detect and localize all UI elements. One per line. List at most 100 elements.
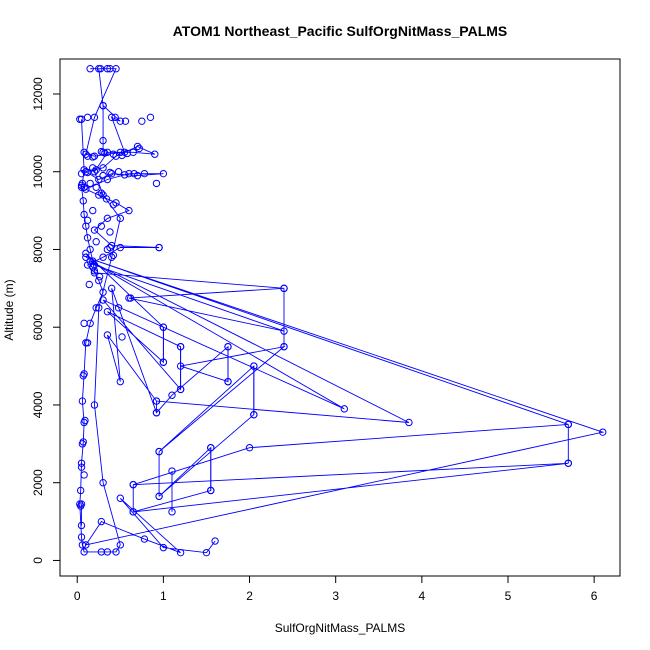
data-point [83,168,92,177]
data-point [129,480,137,489]
data-point [102,195,111,203]
data-point [77,533,86,541]
data-point [564,420,573,429]
data-point [103,331,112,339]
data-point [86,179,94,188]
data-point [95,175,103,184]
data-point [80,471,88,479]
data-point [85,280,93,289]
data-point [96,65,105,73]
data-point [125,169,133,178]
x-tick-label: 3 [332,589,339,603]
data-point [80,183,88,191]
data-point [155,447,163,456]
series-line [79,68,605,554]
data-point [114,168,123,176]
data-point [83,152,92,160]
data-point [99,136,107,145]
data-point [86,245,94,254]
data-point [99,101,107,110]
x-tick-label: 1 [160,589,167,603]
data-point [90,226,99,234]
data-point [159,323,168,331]
data-point [116,214,125,223]
data-point [152,397,161,405]
data-point [78,397,87,405]
data-point [176,342,185,351]
data-point [97,147,106,156]
data-point [86,65,94,73]
data-point [82,253,90,261]
x-tick-label: 0 [74,589,81,603]
y-axis: 0 2000 4000 6000 8000 10000 12000 [31,77,61,564]
data-point [599,428,607,436]
data-point [168,391,176,399]
y-axis-label: Altitude (m) [2,279,16,340]
data-point [250,362,258,370]
data-point [109,251,118,260]
data-point [89,206,97,215]
data-point [99,288,107,296]
data-point [77,521,86,530]
data-point [155,243,163,252]
y-tick-label: 0 [31,557,45,564]
data-point [76,502,85,510]
data-point [89,257,97,265]
data-point [140,535,149,543]
data-point [146,113,155,122]
data-point [89,153,97,161]
data-point [95,276,103,285]
data-point [135,144,143,153]
data-point [114,304,123,312]
y-tick-label: 4000 [31,391,45,418]
data-point [107,113,116,122]
data-point [116,117,125,125]
data-point [90,401,99,409]
data-point [90,267,99,275]
data-point [81,416,89,425]
data-point [126,294,135,302]
data-point [80,548,88,556]
data-point [118,151,126,160]
data-point [78,440,87,448]
data-point [159,543,168,552]
data-point [79,197,87,205]
data-point [83,339,92,347]
data-point [106,243,114,252]
data-point [97,222,106,230]
x-tick-label: 4 [419,589,426,603]
data-point [152,179,161,188]
data-point [151,150,159,158]
data-point [224,377,232,386]
x-tick-label: 2 [246,589,253,603]
data-point [280,327,288,335]
data-point [103,214,112,223]
data-point [107,241,116,250]
data-point [103,307,112,316]
data-point [224,342,232,351]
y-tick-label: 6000 [31,314,45,341]
data-point [109,201,118,209]
y-tick-label: 2000 [31,469,45,496]
data-point [82,185,90,193]
data-point [168,508,176,516]
data-point [76,486,85,495]
chart-title: ATOM1 Northeast_Pacific SulfOrgNitMass_P… [173,23,508,39]
data-point [103,548,112,556]
data-point [82,150,90,158]
data-point [564,459,573,467]
data-point [77,459,86,467]
data-point [99,253,107,261]
data-point [159,358,168,366]
data-point [92,304,100,312]
data-point [95,272,104,281]
data-point [280,342,288,351]
data-point [112,548,120,556]
data-point [116,377,125,386]
data-point [89,263,97,271]
data-point [176,548,185,557]
data-point [118,333,126,341]
x-axis-label: SulfOrgNitMass_PALMS [275,621,405,635]
data-point [99,171,107,180]
